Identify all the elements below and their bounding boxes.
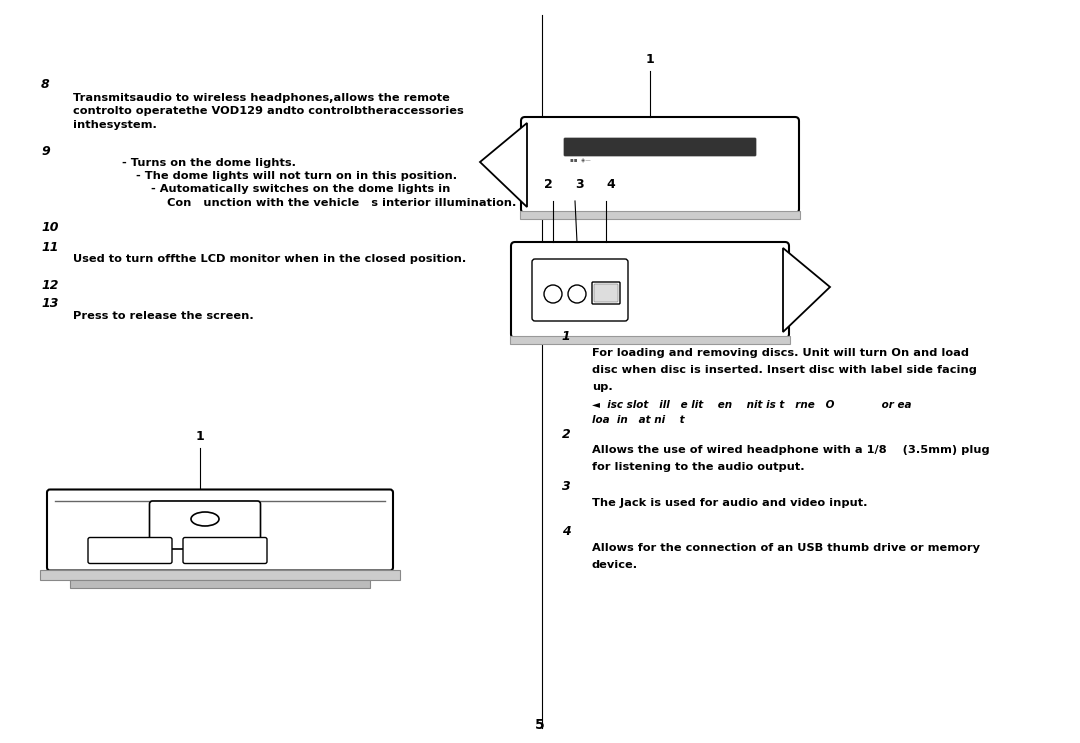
Text: inthesystem.: inthesystem.	[73, 120, 158, 129]
FancyBboxPatch shape	[511, 242, 789, 338]
Text: 3: 3	[562, 480, 570, 493]
Text: 1: 1	[195, 429, 204, 443]
FancyBboxPatch shape	[594, 284, 618, 302]
Polygon shape	[480, 123, 527, 207]
Bar	[70, 580, 370, 588]
Text: Used to turn offthe LCD monitor when in the closed position.: Used to turn offthe LCD monitor when in …	[73, 254, 467, 264]
Text: Press to release the screen.: Press to release the screen.	[73, 311, 254, 320]
Bar	[510, 336, 789, 344]
Text: For loading and removing discs. Unit will turn On and load: For loading and removing discs. Unit wil…	[592, 348, 969, 358]
Text: - Turns on the dome lights.: - Turns on the dome lights.	[122, 158, 296, 168]
Text: The Jack is used for audio and video input.: The Jack is used for audio and video inp…	[592, 498, 867, 508]
FancyBboxPatch shape	[564, 138, 756, 156]
Text: 4: 4	[562, 525, 570, 538]
Text: Con   unction with the vehicle   s interior illumination.: Con unction with the vehicle s interior …	[167, 198, 516, 207]
Text: ▪▪  ◈—: ▪▪ ◈—	[570, 158, 591, 163]
FancyBboxPatch shape	[149, 501, 260, 549]
Text: 13: 13	[41, 297, 58, 310]
Text: Transmitsaudio to wireless headphones,allows the remote: Transmitsaudio to wireless headphones,al…	[73, 93, 450, 103]
Ellipse shape	[191, 512, 219, 526]
FancyBboxPatch shape	[183, 537, 267, 563]
FancyBboxPatch shape	[87, 537, 172, 563]
Text: Allows for the connection of an USB thumb drive or memory: Allows for the connection of an USB thum…	[592, 543, 980, 553]
Text: 11: 11	[41, 241, 58, 253]
FancyBboxPatch shape	[48, 490, 393, 571]
Polygon shape	[783, 248, 831, 332]
Text: for listening to the audio output.: for listening to the audio output.	[592, 462, 805, 472]
Text: controlto operatethe VOD129 andto controlbtheraccessories: controlto operatethe VOD129 andto contro…	[73, 106, 464, 116]
Bar	[40, 569, 400, 580]
Text: disc when disc is inserted. Insert disc with label side facing: disc when disc is inserted. Insert disc …	[592, 365, 976, 375]
Text: device.: device.	[592, 560, 638, 570]
Text: 1: 1	[646, 53, 654, 66]
Text: - Automatically switches on the dome lights in: - Automatically switches on the dome lig…	[151, 184, 450, 194]
Text: 1: 1	[562, 330, 570, 343]
Text: - The dome lights will not turn on in this position.: - The dome lights will not turn on in th…	[136, 171, 457, 181]
Text: 2: 2	[562, 428, 570, 441]
Text: 5: 5	[535, 718, 545, 732]
Text: loa  in   at ni    t: loa in at ni t	[592, 415, 685, 425]
Text: up.: up.	[592, 382, 612, 392]
FancyBboxPatch shape	[521, 117, 799, 213]
Text: 12: 12	[41, 279, 58, 292]
Text: ◄  isc slot   ill   e lit    en    nit is t   rne   O             or ea: ◄ isc slot ill e lit en nit is t rne O o…	[592, 400, 912, 410]
Bar	[519, 211, 800, 219]
Circle shape	[568, 285, 586, 303]
FancyBboxPatch shape	[592, 282, 620, 304]
Text: 3: 3	[575, 178, 583, 191]
Text: 4: 4	[607, 178, 616, 191]
Text: 10: 10	[41, 221, 58, 234]
Circle shape	[544, 285, 562, 303]
Text: 9: 9	[41, 145, 50, 158]
Text: Allows the use of wired headphone with a 1/8    (3.5mm) plug: Allows the use of wired headphone with a…	[592, 445, 989, 455]
FancyBboxPatch shape	[532, 259, 627, 321]
Text: 8: 8	[41, 78, 50, 91]
Text: 2: 2	[543, 178, 552, 191]
